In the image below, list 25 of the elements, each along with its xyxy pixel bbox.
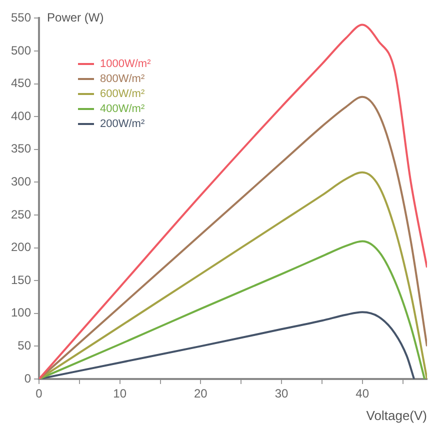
y-tick-label: 400 (10, 108, 32, 123)
legend-label: 200W/m² (100, 118, 145, 130)
y-tick-label: 350 (10, 142, 32, 156)
y-tick-label: 450 (10, 76, 32, 90)
y-tick-label: 150 (10, 272, 32, 287)
legend-label: 1000W/m² (100, 58, 151, 70)
x-axis-title: Voltage(V) (366, 408, 427, 423)
x-tick-label: 30 (274, 386, 288, 401)
y-axis-title: Power (W) (47, 10, 104, 25)
x-tick-label: 40 (356, 386, 370, 401)
y-tick-label: 0 (24, 371, 32, 386)
y-tick-label: 50 (18, 338, 32, 353)
y-tick-label: 300 (10, 174, 32, 189)
y-tick-label: 250 (10, 207, 32, 222)
line-series (39, 311, 416, 379)
x-tick-label: 20 (194, 386, 208, 401)
legend-label: 400W/m² (100, 103, 145, 115)
legend-label: 600W/m² (100, 88, 145, 100)
x-tick-label: 10 (113, 386, 127, 401)
x-tick-label: 0 (36, 386, 43, 401)
y-tick-label: 500 (10, 43, 32, 58)
y-tick-label: 200 (10, 240, 32, 254)
legend-label: 800W/m² (100, 73, 145, 85)
y-tick-label: 550 (10, 10, 32, 25)
y-tick-label: 100 (10, 306, 32, 320)
